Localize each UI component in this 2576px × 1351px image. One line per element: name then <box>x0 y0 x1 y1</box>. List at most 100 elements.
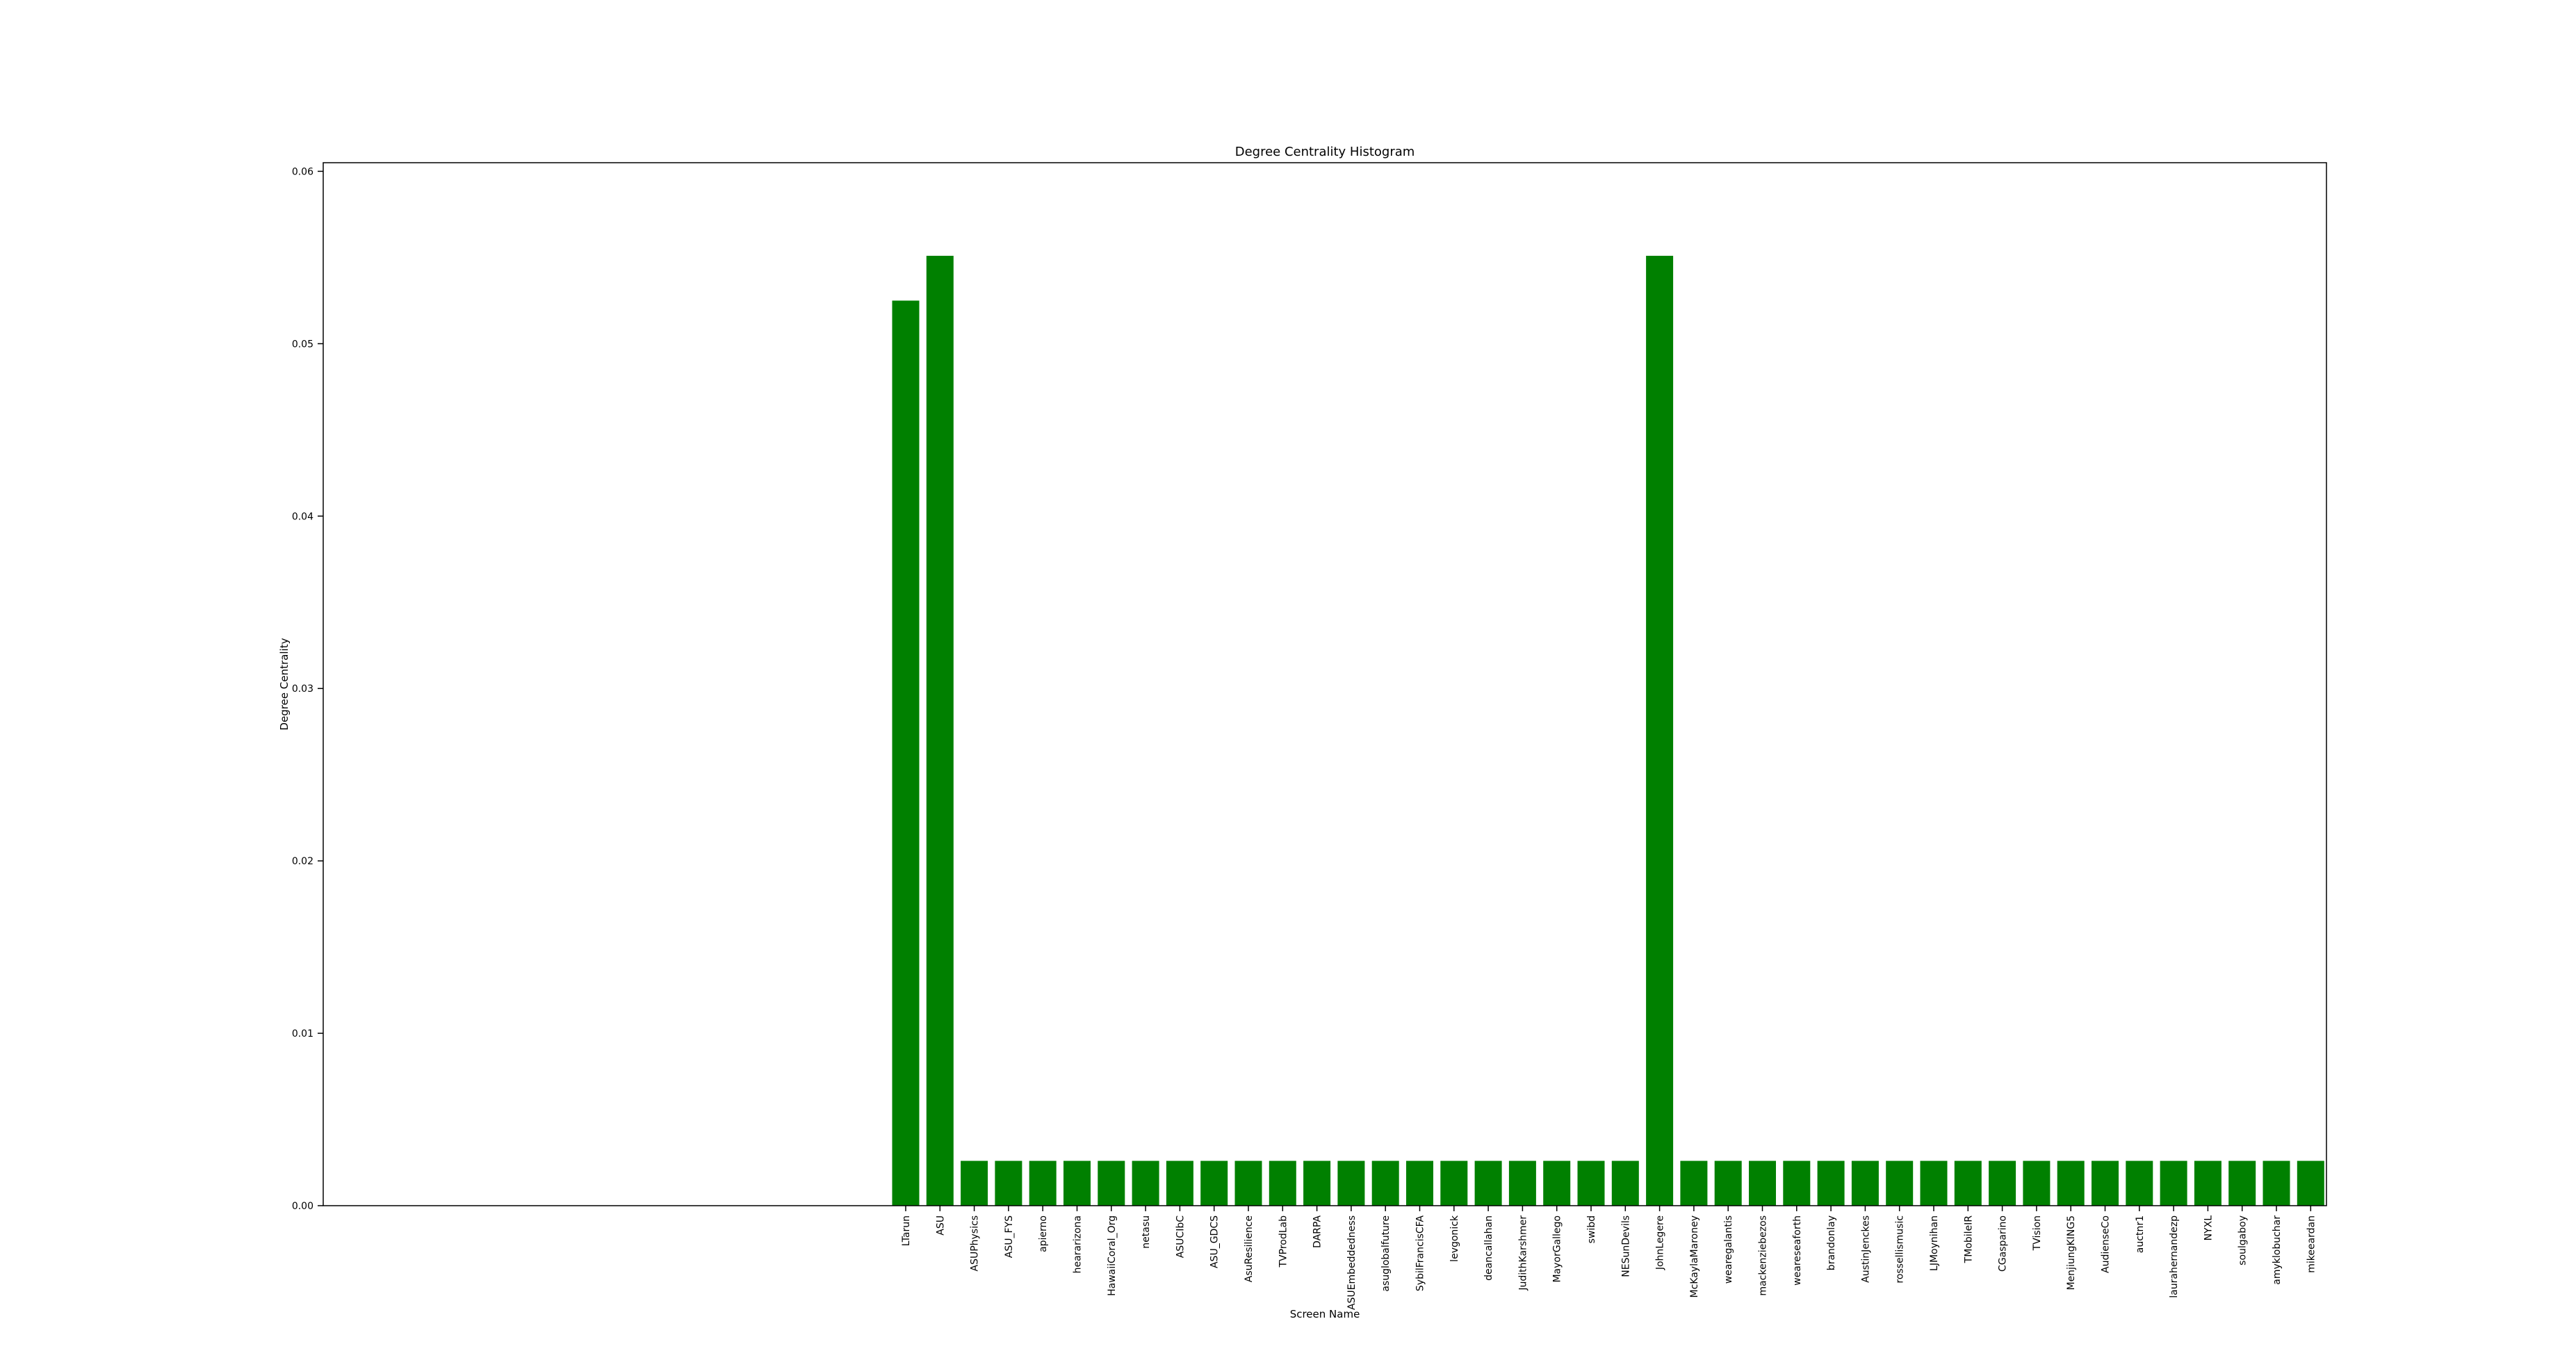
x-tick-label: apierno <box>1038 1215 1049 1252</box>
x-tick-label: weareseaforth <box>1792 1215 1803 1286</box>
x-tick-label: AudienseCo <box>2101 1215 2112 1273</box>
x-tick-label: SybilFrancisCFA <box>1415 1215 1426 1292</box>
bar-NYXL <box>2194 1160 2222 1206</box>
bar-ASU_GDCS <box>1200 1160 1228 1206</box>
bar-laurahernandezp <box>2160 1160 2187 1206</box>
x-axis-label: Screen Name <box>1290 1308 1360 1320</box>
bar-McKaylaMaroney <box>1680 1160 1708 1206</box>
x-tick-label: MenjiungKING5 <box>2066 1215 2077 1291</box>
x-tick-label: deancallahan <box>1483 1215 1494 1281</box>
x-tick-label: auctnr1 <box>2135 1215 2146 1253</box>
bar-rossellismusic <box>1886 1160 1914 1206</box>
x-tick-label: DARPA <box>1312 1215 1323 1248</box>
bar-NESunDevils <box>1611 1160 1639 1206</box>
bar-ASU <box>926 255 954 1206</box>
bar-ASUEmbeddedness <box>1337 1160 1365 1206</box>
bar-swibd <box>1577 1160 1605 1206</box>
x-tick-label: mackenziebezos <box>1758 1215 1769 1296</box>
bar-LJMoynihan <box>1920 1160 1948 1206</box>
bar-apierno <box>1029 1160 1057 1206</box>
bar-JudithKarshmer <box>1508 1160 1536 1206</box>
x-tick-label: AustinJenckes <box>1860 1215 1871 1283</box>
bar-MayorGallego <box>1543 1160 1571 1206</box>
bar-netasu <box>1132 1160 1159 1206</box>
x-tick-label: ASU <box>935 1215 946 1236</box>
bar-DARPA <box>1303 1160 1331 1206</box>
x-tick-label: LTarun <box>901 1215 912 1246</box>
bar-mackenziebezos <box>1749 1160 1776 1206</box>
y-tick-label: 0.06 <box>292 166 313 177</box>
bars <box>892 255 2324 1206</box>
x-tick-label: JudithKarshmer <box>1517 1215 1529 1291</box>
bar-weareseaforth <box>1783 1160 1811 1206</box>
bar-TVision <box>2023 1160 2051 1206</box>
x-tick-label: ASUCIbC <box>1175 1215 1186 1259</box>
bar-soulgaboy <box>2228 1160 2256 1206</box>
x-tick-label: levgonick <box>1449 1215 1460 1262</box>
bar-AudienseCo <box>2092 1160 2119 1206</box>
x-tick-label: McKaylaMaroney <box>1689 1215 1700 1298</box>
x-tick-label: soulgaboy <box>2237 1215 2249 1265</box>
bar-AsuResilience <box>1234 1160 1262 1206</box>
x-tick-label: laurahernandezp <box>2169 1215 2180 1298</box>
y-axis-ticks: 0.00 0.01 0.02 0.03 0.04 0.05 0.06 <box>292 166 323 1212</box>
y-axis-label: Degree Centrality <box>278 638 291 730</box>
x-tick-label: JohnLegere <box>1655 1215 1666 1270</box>
x-tick-label: heararizona <box>1073 1215 1084 1273</box>
y-tick-label: 0.01 <box>292 1028 313 1039</box>
y-tick-label: 0.00 <box>292 1201 313 1212</box>
bar-heararizona <box>1063 1160 1091 1206</box>
x-axis-ticks: LTarun ASU ASUPhysics ASU_FYS apierno hearari… <box>901 1206 2317 1310</box>
x-tick-label: NYXL <box>2203 1215 2214 1241</box>
x-tick-label: ASUPhysics <box>970 1215 981 1272</box>
bar-TMobileIR <box>1954 1160 1982 1206</box>
bar-brandonlay <box>1817 1160 1845 1206</box>
x-tick-label: LJMoynihan <box>1929 1215 1940 1271</box>
y-tick-label: 0.03 <box>292 683 313 695</box>
bar-asuglobalfuture <box>1371 1160 1399 1206</box>
bar-MenjiungKING5 <box>2057 1160 2085 1206</box>
x-tick-label: CGasparino <box>1998 1215 2009 1272</box>
x-tick-label: TMobileIR <box>1963 1215 1974 1264</box>
x-tick-label: ASU_GDCS <box>1209 1215 1221 1268</box>
bar-SybilFrancisCFA <box>1406 1160 1433 1206</box>
x-tick-label: amyklobuchar <box>2272 1215 2283 1285</box>
x-tick-label: brandonlay <box>1826 1215 1837 1270</box>
plot-frame <box>323 162 2327 1206</box>
x-tick-label: rossellismusic <box>1895 1215 1906 1284</box>
bar-deancallahan <box>1474 1160 1502 1206</box>
y-tick-label: 0.04 <box>292 511 313 522</box>
bar-CGasparino <box>1989 1160 2016 1206</box>
chart-title: Degree Centrality Histogram <box>1235 145 1415 159</box>
x-tick-label: TVProdLab <box>1278 1215 1289 1268</box>
bar-mikeeardan <box>2297 1160 2324 1206</box>
y-tick-label: 0.02 <box>292 856 313 867</box>
x-tick-label: asuglobalfuture <box>1380 1215 1392 1292</box>
bar-levgonick <box>1440 1160 1468 1206</box>
bar-wearegalantis <box>1714 1160 1742 1206</box>
bar-ASUPhysics <box>961 1160 988 1206</box>
bar-JohnLegere <box>1646 255 1674 1206</box>
bar-HawaiiCoral_Org <box>1098 1160 1125 1206</box>
x-tick-label: NESunDevils <box>1620 1215 1631 1277</box>
x-tick-label: HawaiiCoral_Org <box>1107 1215 1118 1296</box>
bar-ASU_FYS <box>995 1160 1022 1206</box>
bar-LTarun <box>892 300 920 1206</box>
bar-amyklobuchar <box>2263 1160 2290 1206</box>
x-tick-label: AsuResilience <box>1244 1215 1255 1282</box>
x-tick-label: ASUEmbeddedness <box>1346 1215 1358 1310</box>
y-tick-label: 0.05 <box>292 339 313 350</box>
bar-ASUCIbC <box>1166 1160 1193 1206</box>
bar-AustinJenckes <box>1851 1160 1879 1206</box>
x-tick-label: MayorGallego <box>1552 1215 1563 1283</box>
bar-TVProdLab <box>1269 1160 1296 1206</box>
x-tick-label: TVision <box>2032 1215 2043 1251</box>
x-tick-label: netasu <box>1141 1215 1152 1249</box>
x-tick-label: swibd <box>1586 1215 1597 1243</box>
x-tick-label: mikeeardan <box>2306 1215 2317 1273</box>
x-tick-label: wearegalantis <box>1723 1215 1734 1284</box>
bar-auctnr1 <box>2126 1160 2153 1206</box>
x-tick-label: ASU_FYS <box>1004 1215 1015 1258</box>
